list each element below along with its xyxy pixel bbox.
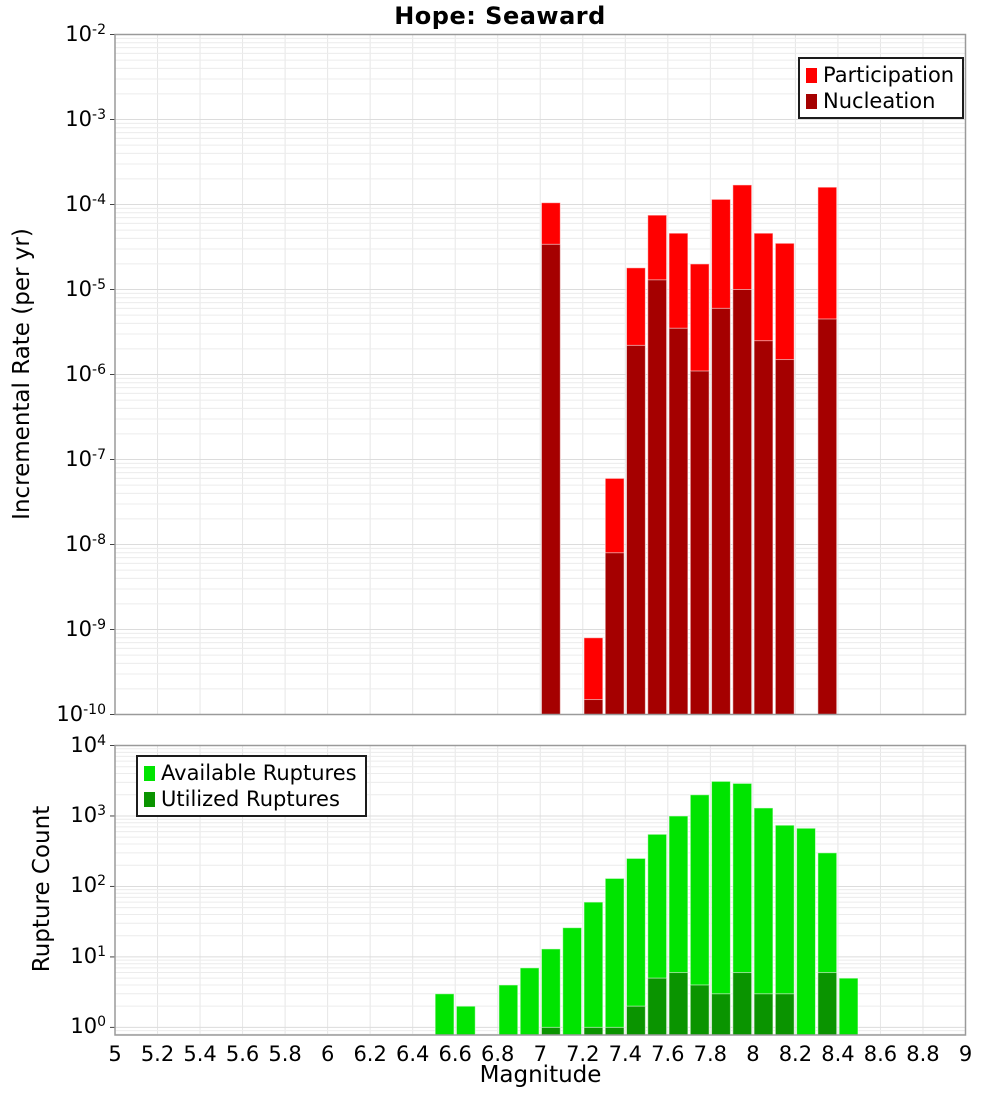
bar-utilized-ruptures [626, 1005, 646, 1036]
x-tick-label: 7.6 [651, 1042, 685, 1066]
x-tick-label: 8 [746, 1042, 760, 1066]
bar-utilized-ruptures [732, 972, 753, 1036]
x-tick-label: 8.2 [778, 1042, 813, 1066]
y-tick-label: 10-10 [56, 701, 106, 726]
bar-utilized-ruptures [647, 977, 668, 1036]
bar-nucleation [711, 307, 731, 715]
x-tick-label: 6.4 [395, 1042, 430, 1066]
legend-item-nucleation: Nucleation [806, 88, 954, 114]
available-marker-icon [144, 765, 155, 781]
legend-top: Participation Nucleation [798, 57, 965, 119]
participation-marker-icon [806, 67, 817, 83]
bar-nucleation [583, 699, 604, 715]
x-tick-label: 9 [958, 1042, 973, 1066]
x-tick-label: 6.6 [438, 1042, 472, 1066]
bar-available-ruptures [519, 967, 540, 1036]
y-tick-label: 10-5 [65, 276, 106, 301]
y-tick-label: 102 [70, 873, 106, 898]
legend-item-participation: Participation [806, 62, 954, 88]
bar-available-ruptures [455, 1005, 476, 1036]
legend-label: Nucleation [823, 89, 936, 113]
x-tick-label: 8.6 [863, 1042, 898, 1066]
panel-border [114, 33, 967, 716]
panel-border [114, 744, 967, 1036]
bar-nucleation [774, 359, 795, 715]
y-tick-label: 10-4 [65, 191, 106, 216]
utilized-marker-icon [144, 791, 155, 807]
bar-nucleation [817, 318, 838, 715]
top-y-axis-title: Incremental Rate (per yr) [9, 228, 35, 520]
y-tick-label: 10-8 [65, 531, 106, 556]
bar-utilized-ruptures [604, 1026, 625, 1036]
y-tick-label: 10-2 [65, 21, 106, 46]
bar-available-ruptures [796, 827, 816, 1036]
bar-nucleation [668, 327, 689, 715]
x-tick-label: 5.4 [183, 1042, 217, 1066]
bar-utilized-ruptures [540, 1026, 561, 1036]
x-tick-label: 6.2 [353, 1042, 387, 1066]
x-tick-label: 7.4 [608, 1042, 642, 1066]
x-tick-label: 6 [320, 1042, 335, 1066]
bar-utilized-ruptures [711, 993, 731, 1036]
bar-utilized-ruptures [817, 972, 838, 1036]
nucleation-marker-icon [806, 93, 817, 109]
x-tick-label: 8.4 [821, 1042, 855, 1066]
x-tick-label: 7.8 [693, 1042, 728, 1066]
bar-nucleation [753, 340, 774, 715]
bar-available-ruptures [434, 993, 455, 1036]
bar-utilized-ruptures [753, 993, 774, 1036]
legend-label: Available Ruptures [161, 761, 357, 785]
bar-nucleation [689, 370, 710, 715]
y-tick-label: 10-9 [65, 616, 106, 641]
legend-label: Participation [823, 63, 955, 87]
bar-nucleation [647, 279, 668, 715]
y-tick-label: 100 [70, 1014, 106, 1039]
x-tick-label: 5 [108, 1042, 122, 1066]
x-tick-label: 5.8 [268, 1042, 302, 1066]
bar-available-ruptures [604, 877, 625, 1036]
bar-utilized-ruptures [689, 984, 710, 1036]
x-tick-label: 7.2 [566, 1042, 600, 1066]
bar-available-ruptures [498, 984, 519, 1036]
bar-nucleation [540, 243, 561, 716]
chart-title: Hope: Seaward [394, 2, 606, 30]
legend-bottom: Available Ruptures Utilized Ruptures [136, 755, 367, 817]
legend-label: Utilized Ruptures [161, 787, 340, 811]
bottom-y-axis-title: Rupture Count [29, 805, 55, 973]
x-tick-label: 7 [533, 1042, 547, 1066]
bar-utilized-ruptures [668, 972, 689, 1036]
legend-item-utilized: Utilized Ruptures [144, 786, 357, 812]
y-tick-label: 103 [70, 802, 106, 827]
bar-utilized-ruptures [774, 993, 795, 1036]
x-tick-label: 6.8 [481, 1042, 515, 1066]
y-tick-label: 10-7 [65, 446, 106, 471]
x-axis-title: Magnitude [479, 1062, 602, 1088]
bar-nucleation [604, 552, 625, 716]
bar-available-ruptures [583, 901, 604, 1036]
x-tick-label: 5.2 [140, 1042, 175, 1066]
legend-item-available: Available Ruptures [144, 760, 357, 786]
bar-nucleation [732, 289, 753, 715]
y-tick-label: 10-3 [65, 106, 106, 131]
bar-available-ruptures [838, 977, 859, 1036]
bar-available-ruptures [562, 927, 583, 1036]
x-tick-label: 8.8 [906, 1042, 940, 1066]
x-tick-label: 5.6 [225, 1042, 260, 1066]
bar-nucleation [626, 344, 646, 715]
y-tick-label: 104 [70, 732, 106, 757]
bar-utilized-ruptures [583, 1026, 604, 1036]
y-tick-label: 101 [70, 943, 106, 968]
y-tick-label: 10-6 [65, 361, 106, 386]
bar-available-ruptures [540, 948, 561, 1036]
